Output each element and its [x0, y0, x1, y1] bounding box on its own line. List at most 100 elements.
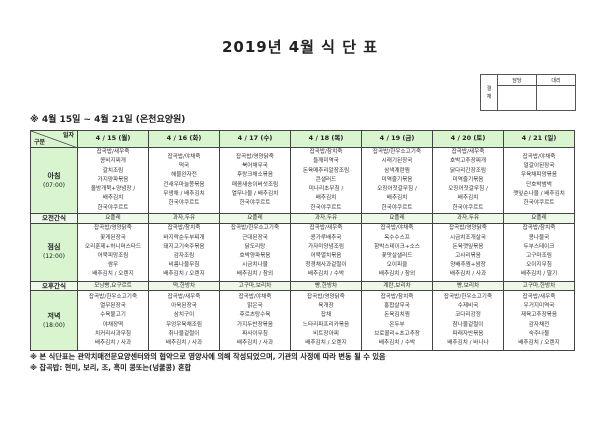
menu-item: 들깨미역국	[313, 158, 339, 165]
header-corner: 일자 구분	[30, 130, 78, 148]
meal-name: 오전간식	[42, 214, 66, 222]
menu-cell: 잡곡밥/참치죽 들깨미역국 돈육메추리알장조림 콘샐러드 미나리초무침 / 배추김치 한국야…	[290, 147, 362, 214]
menu-item: 잡곡밥/영양닭죽	[307, 293, 345, 300]
notes: ※ 본 식단표는 관악치매전문요양센터와의 협약으로 영양사에 의해 작성되었으…	[30, 351, 386, 373]
menu-cell: 잡곡밥/영양닭죽 육개장 잡채 느타리파프리카볶음 비트장아찌 배추김치 / 오렌지	[290, 290, 362, 351]
note-2: ※ 잡곡밥: 현미, 보리, 조, 흑미 콩또는(넝쿨콩) 혼합	[30, 363, 192, 372]
row-label: 저녁 (18:00)	[30, 290, 78, 351]
menu-item: 배추김치 / 사과	[94, 339, 132, 346]
menu-item: 짜사이무침	[242, 330, 268, 337]
menu-item: 잡곡밥/참치죽	[522, 225, 556, 232]
menu-item: 숙주나물	[528, 330, 550, 337]
menu-item: 잡곡밥/새우죽	[451, 149, 485, 156]
menu-item: 수육불고기	[100, 312, 126, 319]
menu-item: 깻잎순나물 / 배추김치	[513, 190, 565, 197]
corner-category-label: 구분	[34, 138, 46, 146]
approval-sign-deputy[interactable]	[536, 85, 576, 111]
meal-table: 일자 구분 4 / 15 (월) 4 / 16 (화) 4 / 17 (수) 4 / 18…	[30, 130, 575, 351]
menu-cell: 잡곡밥/참치죽 바지락순두부찌개 돼지고기숙주볶음 감자조림 비름나물무침 배추김치 / …	[148, 222, 220, 282]
menu-item: 한국야쿠르트	[168, 199, 200, 206]
menu-cell: 잡곡밥/야채죽 맑은국 후르츠탕수육 가지두반장볶음 짜사이무침 배추김치 / 사과	[219, 290, 291, 351]
meal-name: 저녁	[47, 311, 61, 320]
meal-name: 아침	[47, 171, 61, 180]
date-header: 4 / 15 (월)	[77, 130, 149, 148]
menu-cell: 잡곡밥/새우죽 우거지미역국 제육고추장볶음 감자채전 숙주나물 배추김치 / 오렌지	[503, 290, 575, 351]
menu-item: 매콤새송이버섯조림	[231, 181, 279, 188]
menu-item: 고사리볶음	[455, 253, 481, 259]
menu-item: 꽃맛살샐러드	[381, 253, 413, 259]
menu-item: 한국야쿠르트	[381, 204, 413, 211]
snack-cell: 과자,두유	[432, 213, 504, 224]
snack-cell: 요플레	[77, 213, 149, 224]
snack-cell: 과자,두유	[290, 213, 362, 224]
menu-item: 근대된장국	[242, 234, 268, 241]
snack-cell: 계란,보리차	[361, 280, 433, 291]
menu-cell: 잡곡밥/영양닭죽 꽃게된장국 오리훈제+허니머스타드 어묵피망조림 쌈무 배추김치 / 오…	[77, 222, 149, 282]
menu-item: 느타리파프리카볶음	[302, 321, 350, 328]
menu-item: 단호박범벅	[526, 181, 552, 188]
menu-item: 고구마조림	[526, 253, 552, 259]
approval-box: 결재 담당 대리	[480, 74, 576, 111]
menu-item: 참나물겉절이	[452, 321, 484, 328]
menu-item: 한국야쿠르트	[239, 199, 271, 206]
menu-item: 비트장아찌	[313, 330, 339, 337]
menu-item: 청경채사과겉절이	[305, 262, 347, 269]
menu-item: 건새우마늘쫑볶음	[163, 181, 205, 188]
menu-cell: 잡곡밥/한우소고기죽 근대된장국 닭도리탕 호박양파볶음 시금치나물 배추김치 / 참외	[219, 222, 291, 282]
menu-item: 가지두반장볶음	[236, 321, 274, 328]
menu-item: 야채장떡	[102, 321, 124, 328]
menu-item: 치커리사과무침	[94, 330, 132, 337]
meal-name: 오후간식	[42, 281, 66, 290]
meal-row: 점심 (12:00) 잡곡밥/영양닭죽 꽃게된장국 오리훈제+허니머스타드 어묵피망조림 쌈…	[30, 222, 575, 282]
approval-label: 결재	[480, 74, 498, 111]
menu-cell: 잡곡밥/참치죽 콩나물국 두부스테이크 고구마조림 오이지무침 배추김치 / 딸기	[503, 222, 575, 282]
date-header: 4 / 16 (화)	[148, 130, 220, 148]
menu-item: 잡곡밥/야채죽	[522, 153, 556, 160]
menu-item: 갈치조림	[102, 167, 124, 174]
menu-item: 오이피클	[386, 262, 408, 269]
menu-item: 무생채 / 배추김치	[163, 190, 205, 197]
meal-time: (07:00)	[43, 181, 65, 189]
meal-row: 저녁 (18:00) 잡곡밥/한우소고기죽 열무된장국 수육불고기 야채장떡 치커리사과무침…	[30, 290, 575, 351]
menu-item: 잡곡밥/영양닭죽	[449, 225, 487, 232]
menu-item: 잡곡밥/야채죽	[238, 293, 272, 300]
snack-cell: 빵,보리차	[432, 280, 504, 291]
menu-item: 배추김치 / 참외	[236, 271, 274, 278]
menu-item: 배추김치	[457, 195, 479, 202]
menu-item: 쌈무	[107, 262, 119, 269]
menu-item: 잡곡밥/한우소고기죽	[230, 225, 280, 232]
menu-item: 배추김치 / 수박	[307, 271, 345, 278]
menu-item: 미역줄기볶음	[381, 176, 413, 183]
menu-item: 배추김치 / 사과	[165, 339, 203, 346]
menu-item: 잡곡밥/야채죽	[167, 153, 201, 160]
menu-cell: 잡곡밥/새우죽 아욱된장국 삼치구이 우엉우육채조림 취나물겉절이 배추김치 / 사과	[148, 290, 220, 351]
menu-cell: 잡곡밥/영양닭죽 시금치조개살국 돈육깻잎볶음 고사리볶음 양배추찜+쌈장 배추김치 / …	[432, 222, 504, 282]
menu-item: 배추김치 / 수박	[378, 339, 416, 346]
menu-item: 온두부	[389, 321, 405, 328]
menu-cell: 잡곡밥/참치죽 홍합살무국 돈육김치찜 온두부 브로콜리+초고추장 배추김치 / 수박	[361, 290, 433, 351]
menu-item: 북어채무국	[242, 163, 268, 170]
menu-item: 취나물겉절이	[168, 330, 200, 337]
menu-item: 배추김치 / 사과	[236, 339, 274, 346]
snack-cell: 고구마,한방차	[503, 280, 575, 291]
page-title: 2019년 4월 식 단 표	[221, 38, 379, 56]
meal-row: 아침 (07:00) 잡곡밥/새우죽 콩비지찌개 갈치조림 가지양파볶음 올방개묵+양념장 …	[30, 147, 575, 214]
menu-item: 배추김치 / 참외	[378, 271, 416, 278]
menu-item: 잡채	[320, 312, 332, 319]
snack-cell: 요플레	[219, 213, 291, 224]
date-header: 4 / 21 (일)	[503, 130, 575, 148]
menu-item: 콩비지찌개	[100, 158, 126, 165]
row-label: 오후간식	[30, 280, 78, 291]
menu-item: 배추김치 / 오렌지	[163, 271, 205, 278]
menu-item: 배추김치 / 오렌지	[518, 339, 560, 346]
row-label: 점심 (12:00)	[30, 222, 78, 282]
menu-item: 한국야쿠르트	[97, 204, 129, 211]
meal-name: 점심	[47, 243, 61, 251]
menu-item: 옥수수스프	[384, 234, 410, 241]
menu-item: 후랑크채소볶음	[236, 172, 274, 179]
menu-item: 꽃게된장국	[100, 234, 126, 241]
menu-item: 코다리강정	[455, 312, 481, 319]
approval-sign-manager[interactable]	[497, 85, 537, 111]
note-1: ※ 본 식단표는 관악치매전문요양센터와의 협약으로 영양사에 의해 작성되었으…	[30, 352, 386, 361]
menu-item: 배추김치 / 바나나	[447, 339, 489, 346]
